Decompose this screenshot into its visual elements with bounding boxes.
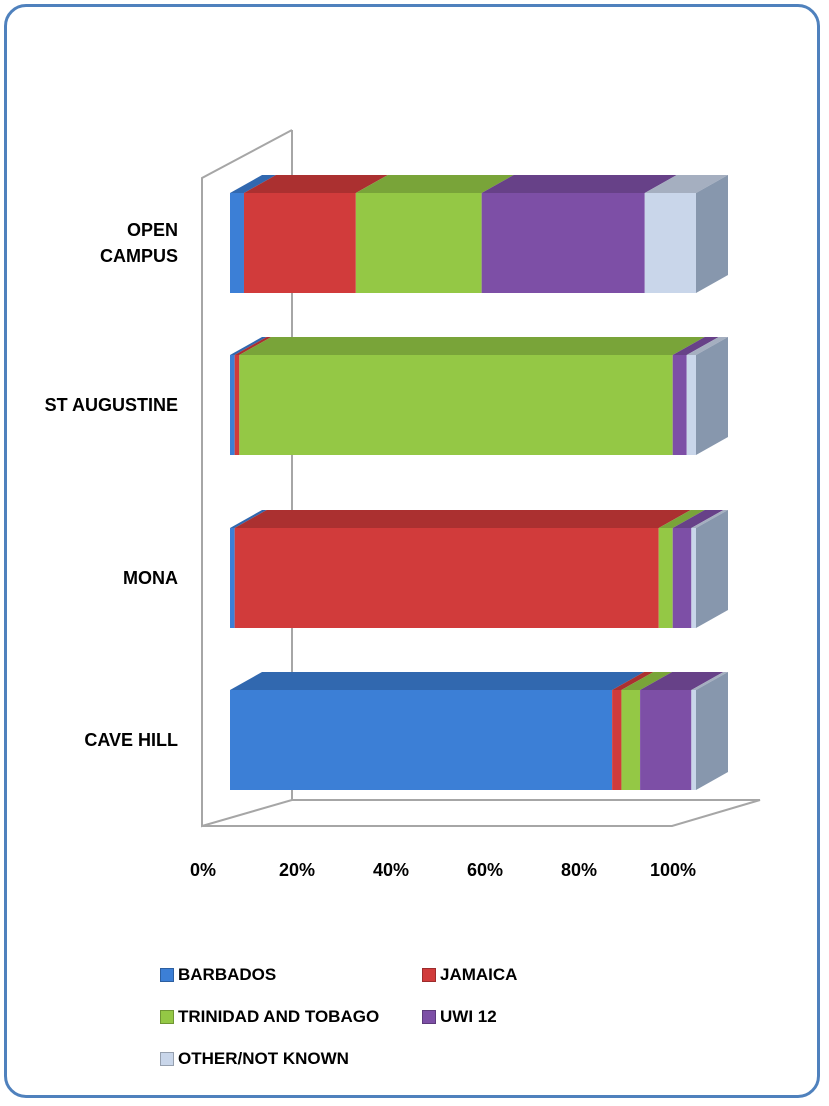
bar-segment-other-not-known	[691, 510, 728, 628]
x-tick-label: 20%	[279, 860, 315, 880]
x-tick-label: 0%	[190, 860, 216, 880]
legend-label: TRINIDAD AND TOBAGO	[178, 1007, 380, 1026]
legend-item-uwi-12: UWI 12	[422, 1007, 497, 1027]
bar-segment-barbados	[230, 672, 645, 790]
bar-segment-trinidad-and-tobago	[621, 672, 673, 790]
x-tick-label: 100%	[650, 860, 696, 880]
bar-segment-jamaica	[234, 337, 272, 455]
legend-swatch	[422, 1010, 436, 1024]
bar-segment-barbados	[230, 510, 267, 628]
bar-segment-barbados	[230, 175, 276, 293]
bar-segment-trinidad-and-tobago	[658, 510, 705, 628]
bar-segment-uwi-12	[672, 510, 724, 628]
legend-label: UWI 12	[440, 1007, 497, 1026]
category-label: OPEN CAMPUS	[100, 220, 178, 266]
bar-segment-uwi-12	[481, 175, 677, 293]
legend-item-barbados: BARBADOS	[160, 965, 276, 985]
bar-segment-other-not-known	[691, 672, 728, 790]
legend-swatch	[160, 1010, 174, 1024]
bar-segment-uwi-12	[640, 672, 724, 790]
bar-segment-other-not-known	[644, 175, 728, 293]
legend-label: OTHER/NOT KNOWN	[178, 1049, 349, 1068]
bar-group-st-augustine	[230, 337, 728, 455]
bar-segment-uwi-12	[672, 337, 719, 455]
bar-group-mona	[230, 510, 728, 628]
legend-item-other-not-known: OTHER/NOT KNOWN	[160, 1049, 349, 1069]
bar-group-open-campus	[230, 175, 728, 293]
x-tick-label: 80%	[561, 860, 597, 880]
category-label: ST AUGUSTINE	[45, 395, 178, 415]
floor	[202, 799, 761, 827]
bar-group-cave-hill	[230, 672, 728, 790]
bar-segment-jamaica	[243, 175, 388, 293]
bar-segment-other-not-known	[686, 337, 728, 455]
legend-item-trinidad-and-tobago: TRINIDAD AND TOBAGO	[160, 1007, 379, 1027]
legend-swatch	[160, 968, 174, 982]
x-tick-label: 40%	[373, 860, 409, 880]
legend-label: JAMAICA	[440, 965, 518, 984]
category-label: MONA	[123, 568, 178, 588]
legend-item-jamaica: JAMAICA	[422, 965, 517, 985]
bar-segment-jamaica	[612, 672, 654, 790]
legend-swatch	[160, 1052, 174, 1066]
bar-segment-trinidad-and-tobago	[239, 337, 705, 455]
legend-swatch	[422, 968, 436, 982]
bar-segment-barbados	[230, 337, 267, 455]
legend-label: BARBADOS	[178, 965, 277, 984]
bar-segment-trinidad-and-tobago	[355, 175, 514, 293]
category-label: CAVE HILL	[84, 730, 178, 750]
bar-segment-jamaica	[234, 510, 691, 628]
x-tick-label: 60%	[467, 860, 503, 880]
